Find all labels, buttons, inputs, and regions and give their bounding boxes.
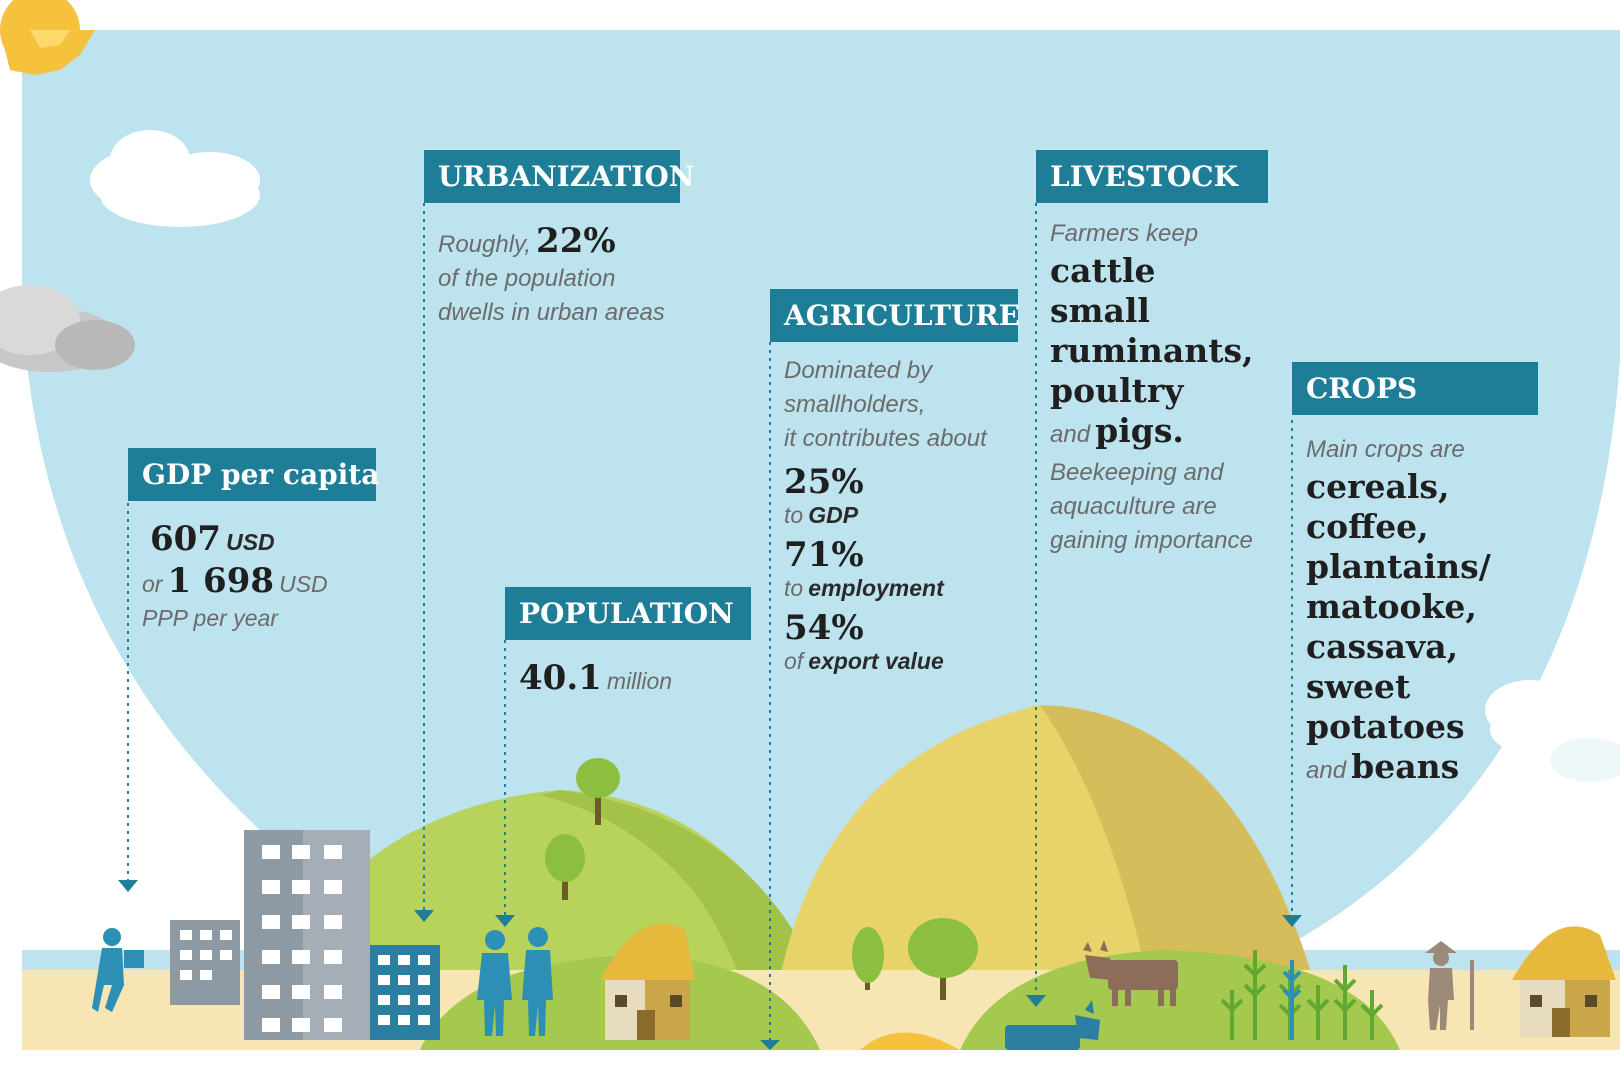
livestock-note-line: gaining importance — [1050, 527, 1253, 554]
crops-and: and — [1306, 757, 1347, 784]
arrow-down-icon — [1282, 915, 1302, 927]
population-unit: million — [606, 668, 673, 694]
livestock-animal: poultry — [1050, 371, 1184, 410]
arrow-down-icon — [760, 1040, 780, 1050]
livestock-note-line: aquaculture are — [1050, 493, 1217, 520]
farmer-figure-icon — [1425, 941, 1474, 1030]
agriculture-panel: AGRICULTURE Dominated by smallholders, i… — [770, 289, 1020, 675]
arrow-down-icon — [495, 915, 515, 927]
gdp-unit: USD — [226, 529, 275, 555]
crops-panel: CROPS Main crops are cereals, coffee, pl… — [1292, 362, 1538, 788]
livestock-animal: ruminants, — [1050, 331, 1254, 370]
agriculture-stat-label: GDP — [808, 502, 859, 528]
gdp-ppp-unit: USD — [279, 571, 328, 597]
urbanization-panel: URBANIZATION Roughly, 22% of the populat… — [424, 150, 694, 330]
crops-item: plantains/ — [1306, 547, 1491, 586]
grey-cloud-icon — [0, 285, 135, 372]
tree-icon — [576, 758, 620, 825]
urbanization-line3: dwells in urban areas — [438, 299, 665, 326]
crops-intro: Main crops are — [1306, 436, 1465, 463]
livestock-animal: small — [1050, 291, 1150, 330]
agriculture-stat-prefix: to — [784, 502, 804, 528]
gdp-value: 607 — [150, 519, 221, 559]
agriculture-stat-export: 54% of export value — [784, 608, 1018, 675]
crops-title: CROPS — [1292, 362, 1538, 415]
crops-item: cereals, — [1306, 467, 1450, 506]
livestock-note-line: Beekeeping and — [1050, 459, 1224, 486]
agriculture-stat-value: 71% — [784, 535, 864, 575]
gdp-panel: GDP per capita 607 USD or 1 698 USD PPP … — [128, 448, 379, 632]
agriculture-stat-gdp: 25% to GDP — [784, 462, 1018, 529]
crops-item: matooke, — [1306, 587, 1477, 626]
arrow-down-icon — [1026, 995, 1046, 1007]
agriculture-intro-line: it contributes about — [784, 425, 987, 452]
agriculture-stat-value: 25% — [784, 462, 864, 502]
cloud-right-icon — [1485, 677, 1620, 782]
crops-item: sweet — [1306, 667, 1411, 706]
population-value: 40.1 — [519, 658, 602, 698]
agriculture-stat-employment: 71% to employment — [784, 535, 1018, 602]
hut-icon — [600, 923, 695, 1040]
agriculture-stat-prefix: of — [784, 648, 804, 674]
gdp-ppp-label: PPP per year — [142, 605, 278, 631]
urbanization-line2: of the population — [438, 265, 616, 292]
agriculture-stat-prefix: to — [784, 575, 804, 601]
population-title: POPULATION — [505, 587, 751, 640]
gdp-ppp-value: 1 698 — [167, 561, 275, 601]
livestock-and: and — [1050, 421, 1091, 448]
tree-icon — [852, 927, 884, 990]
tree-icon — [908, 918, 978, 1000]
urbanization-title: URBANIZATION — [424, 150, 694, 203]
gdp-title: GDP per capita — [128, 448, 379, 501]
livestock-title: LIVESTOCK — [1036, 150, 1268, 203]
agriculture-stat-label: employment — [808, 575, 944, 601]
hut-icon — [1512, 926, 1616, 1037]
crops-last: beans — [1351, 747, 1460, 786]
crops-item: coffee, — [1306, 507, 1429, 546]
population-panel: POPULATION 40.1 million — [505, 587, 751, 698]
urbanization-lead: Roughly, — [438, 231, 531, 258]
arrow-down-icon — [118, 880, 138, 892]
arrow-down-icon — [414, 910, 434, 922]
sun-icon — [0, 0, 95, 75]
agriculture-intro-line: Dominated by — [784, 357, 933, 384]
livestock-last: pigs. — [1095, 411, 1184, 450]
agriculture-stat-value: 54% — [784, 608, 864, 648]
cloud-icon — [90, 130, 260, 227]
worker-figure-icon — [92, 928, 144, 1012]
cow-icon — [1083, 940, 1178, 1006]
agriculture-intro-line: smallholders, — [784, 391, 926, 418]
crops-item: potatoes — [1306, 707, 1465, 746]
urbanization-value: 22% — [536, 221, 616, 261]
agriculture-stat-label: export value — [808, 648, 944, 674]
gdp-connector: or — [142, 571, 163, 597]
blue-cow-icon — [1005, 1000, 1100, 1050]
family-figures-icon — [477, 927, 553, 1036]
crops-item: cassava, — [1306, 627, 1459, 666]
livestock-animal: cattle — [1050, 251, 1156, 290]
white-corner-left — [0, 30, 22, 1050]
livestock-intro: Farmers keep — [1050, 220, 1199, 247]
tree-icon — [545, 834, 585, 900]
livestock-panel: LIVESTOCK Farmers keep cattle small rumi… — [1036, 150, 1268, 558]
agriculture-title: AGRICULTURE — [770, 289, 1020, 342]
